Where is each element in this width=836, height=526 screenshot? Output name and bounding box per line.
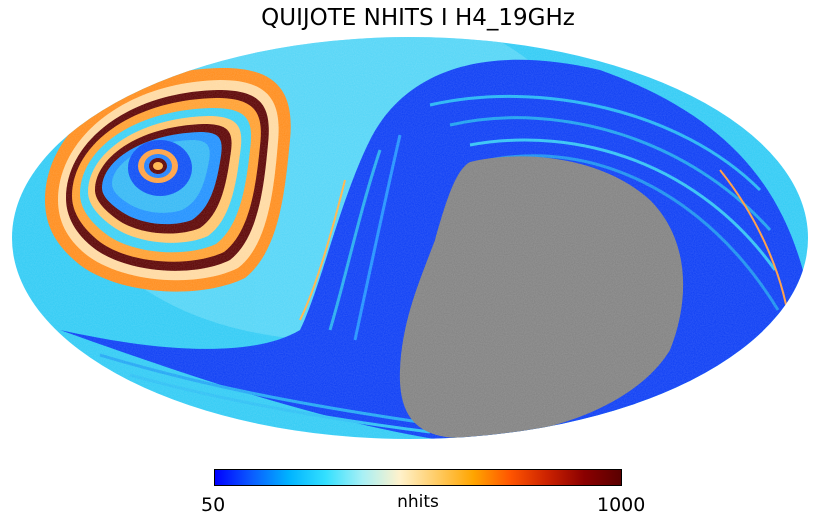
colorbar-unit-label: nhits	[397, 492, 439, 512]
map-title: QUIJOTE NHITS I H4_19GHz	[261, 5, 575, 31]
colorbar-max-label: 1000	[597, 494, 646, 516]
colorbar	[214, 469, 622, 486]
colorbar-min-label: 50	[201, 494, 226, 516]
